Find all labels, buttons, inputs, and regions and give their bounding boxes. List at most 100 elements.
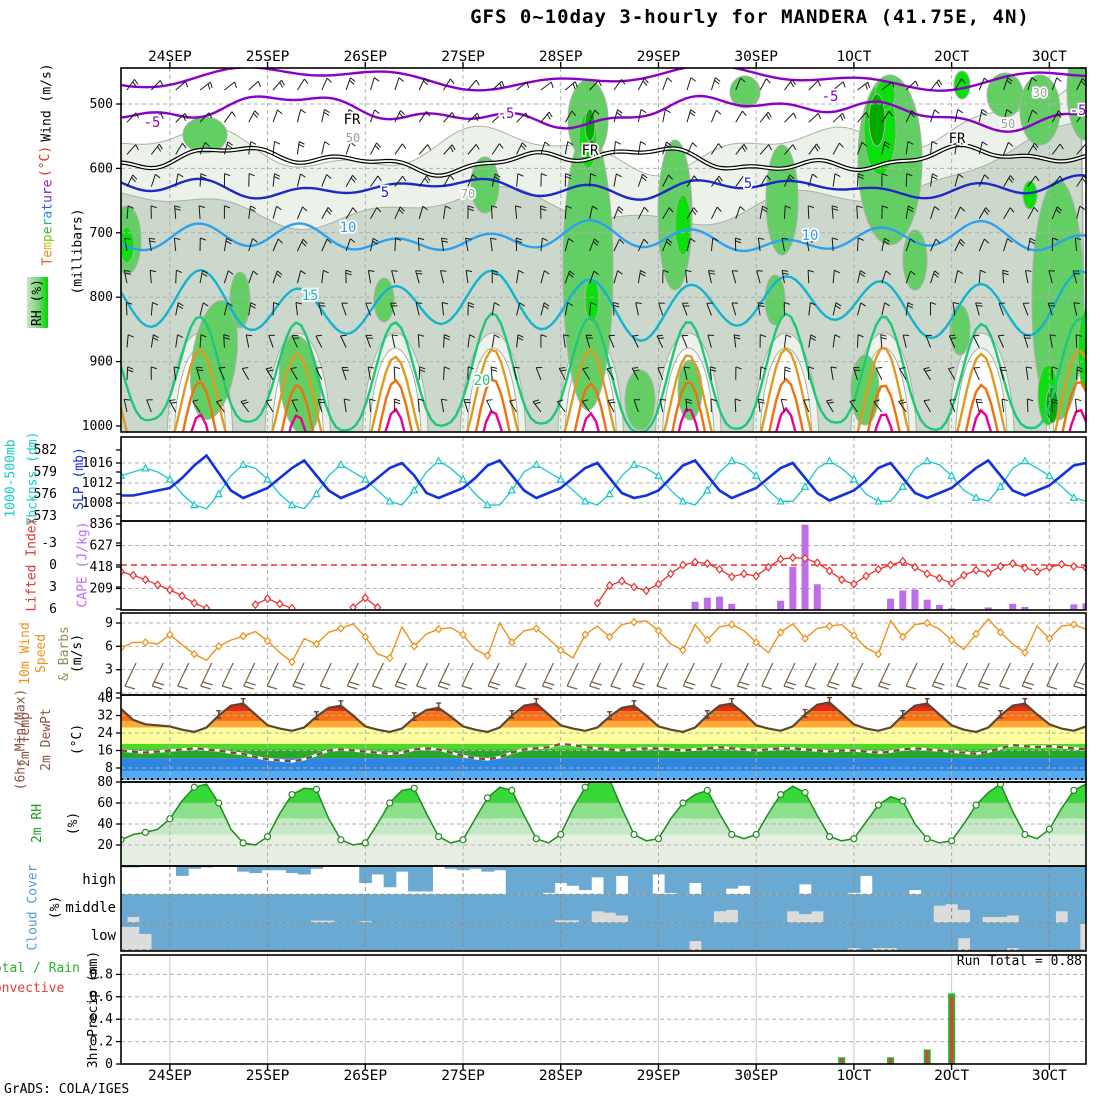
- tick-label: 418: [90, 560, 113, 575]
- svg-text:high: high: [82, 872, 116, 888]
- date-label-top: 3OCT: [1032, 49, 1067, 65]
- date-label-bottom: 27SEP: [441, 1068, 485, 1084]
- date-labels: 24SEP 24SEP 25SEP 25SEP 26SEP 26SEP 27SEP 27SEP…: [148, 49, 1067, 1084]
- svg-text:5: 5: [381, 185, 389, 201]
- axis-label-cloud-cover: Cloud Cover: [25, 864, 41, 951]
- svg-text:-5: -5: [1070, 103, 1087, 119]
- svg-text:10: 10: [340, 220, 357, 236]
- tick-label: 209: [90, 582, 113, 597]
- tick-label: 1000: [82, 419, 113, 434]
- date-label-bottom: 1OCT: [836, 1068, 871, 1084]
- grads-credit: GrADS: COLA/IGES: [4, 1082, 130, 1097]
- date-label-bottom: 28SEP: [539, 1068, 583, 1084]
- tick-label: 627: [90, 539, 113, 554]
- page-title: GFS 0~10day 3-hourly for MANDERA (41.75E…: [470, 6, 1030, 28]
- tick-label: 0: [105, 1057, 113, 1072]
- axis-label-thickness1: 1000-500mb: [3, 439, 19, 518]
- cloud-row-labels: high middle low: [65, 872, 116, 944]
- tick-label: 40: [97, 817, 113, 832]
- svg-text:FR: FR: [582, 143, 599, 159]
- axis-label-wind: Wind (m/s): [39, 63, 55, 142]
- tick-label: -3: [41, 536, 57, 551]
- date-label-bottom: 24SEP: [148, 1068, 192, 1084]
- tick-label: 16: [97, 744, 113, 759]
- date-label-bottom: 25SEP: [246, 1068, 290, 1084]
- upper-air-contour-labels: 50 70 30 50 -5 -5 -5 -5 FR FR FR 5 5 10 10 15 20: [142, 84, 1088, 391]
- date-label-bottom: 30SEP: [734, 1068, 778, 1084]
- svg-text:FR: FR: [949, 131, 966, 147]
- axis-label-degc2: (°C): [70, 723, 86, 756]
- tick-label: 6: [49, 602, 57, 617]
- tick-label: 900: [90, 355, 113, 370]
- svg-text:10: 10: [802, 228, 819, 244]
- date-label-bottom: 26SEP: [343, 1068, 387, 1084]
- tick-label: 500: [90, 97, 113, 112]
- axis-label-slp: SLP (mb): [71, 447, 87, 510]
- tick-label: 0.4: [90, 1012, 114, 1027]
- tick-label: 8: [105, 761, 113, 776]
- tick-label: 32: [97, 709, 113, 724]
- axis-label-millibars: (millibars): [70, 208, 86, 295]
- svg-text:low: low: [91, 928, 117, 944]
- date-label-bottom: 2OCT: [934, 1068, 969, 1084]
- svg-text:-5: -5: [822, 89, 839, 105]
- svg-text:-5: -5: [144, 115, 161, 131]
- tick-label: 700: [90, 226, 113, 241]
- panel-cloud-cover: [121, 866, 1086, 951]
- svg-text:-5: -5: [498, 106, 515, 122]
- date-label-top: 29SEP: [637, 49, 681, 65]
- date-label-bottom: 3OCT: [1032, 1068, 1067, 1084]
- axis-label-lifted-index: Lifted Index: [24, 517, 40, 612]
- minmax-whiskers: [216, 696, 1028, 722]
- panel-2m-temp: [121, 695, 1086, 782]
- tick-label: 0.6: [90, 990, 113, 1005]
- tick-label: 0.8: [90, 967, 113, 982]
- tick-label: 579: [34, 465, 57, 480]
- tick-label: 80: [97, 775, 113, 790]
- tick-label: 40: [97, 691, 113, 706]
- date-label-bottom: 29SEP: [637, 1068, 681, 1084]
- date-label-top: 1OCT: [836, 49, 871, 65]
- svg-text:5: 5: [744, 176, 752, 192]
- tick-label: 1016: [82, 456, 113, 471]
- tick-label: 20: [97, 838, 113, 853]
- axis-label-thickness2: Thcknss (dm): [25, 431, 41, 526]
- axis-label-barbs: & Barbs: [56, 626, 72, 681]
- y-tick-labels: 5006007008009001000101610121008582579576…: [34, 97, 114, 1072]
- axis-label-speed: Speed: [34, 633, 50, 674]
- axis-label-cape: CAPE (J/kg): [75, 521, 91, 608]
- axis-label-temperature: Temperature: [40, 179, 56, 266]
- axis-label-degc: (°C): [38, 145, 54, 178]
- tick-label: 0: [49, 558, 57, 573]
- panel-borders: [120, 67, 1087, 1065]
- date-label-top: 28SEP: [539, 49, 583, 65]
- axis-label-3hr-precip: 3hr Precip (mm): [86, 950, 102, 1069]
- precip-label-total-rain: Total / Rain: [0, 961, 80, 976]
- panel-slp-thickness: [121, 437, 1086, 521]
- date-label-top: 25SEP: [246, 49, 290, 65]
- tick-label: 3: [105, 663, 113, 678]
- tick-label: 836: [90, 517, 113, 532]
- tick-label: 0: [105, 686, 113, 701]
- date-label-top: 27SEP: [441, 49, 485, 65]
- date-label-top: 30SEP: [734, 49, 778, 65]
- axis-label-ms: (m/s): [70, 633, 86, 674]
- tick-label: 1012: [82, 476, 113, 491]
- tick-label: 800: [90, 290, 113, 305]
- date-label-top: 24SEP: [148, 49, 192, 65]
- axis-label-cc-pct: (%): [48, 895, 64, 920]
- precip-label-convective: Convective: [0, 981, 65, 996]
- panel-cape-li: [121, 521, 1086, 610]
- tick-label: 582: [34, 443, 57, 458]
- panel-10m-wind: [121, 613, 1086, 695]
- svg-text:30: 30: [1033, 86, 1047, 100]
- svg-text:70: 70: [461, 187, 475, 201]
- axis-label-10m-wind: 10m Wind: [17, 622, 33, 685]
- svg-text:50: 50: [346, 131, 360, 145]
- tick-label: 573: [34, 509, 57, 524]
- tick-label: 6: [105, 639, 113, 654]
- tick-label: 3: [49, 580, 57, 595]
- run-total-label: Run Total = 0.88: [956, 954, 1082, 969]
